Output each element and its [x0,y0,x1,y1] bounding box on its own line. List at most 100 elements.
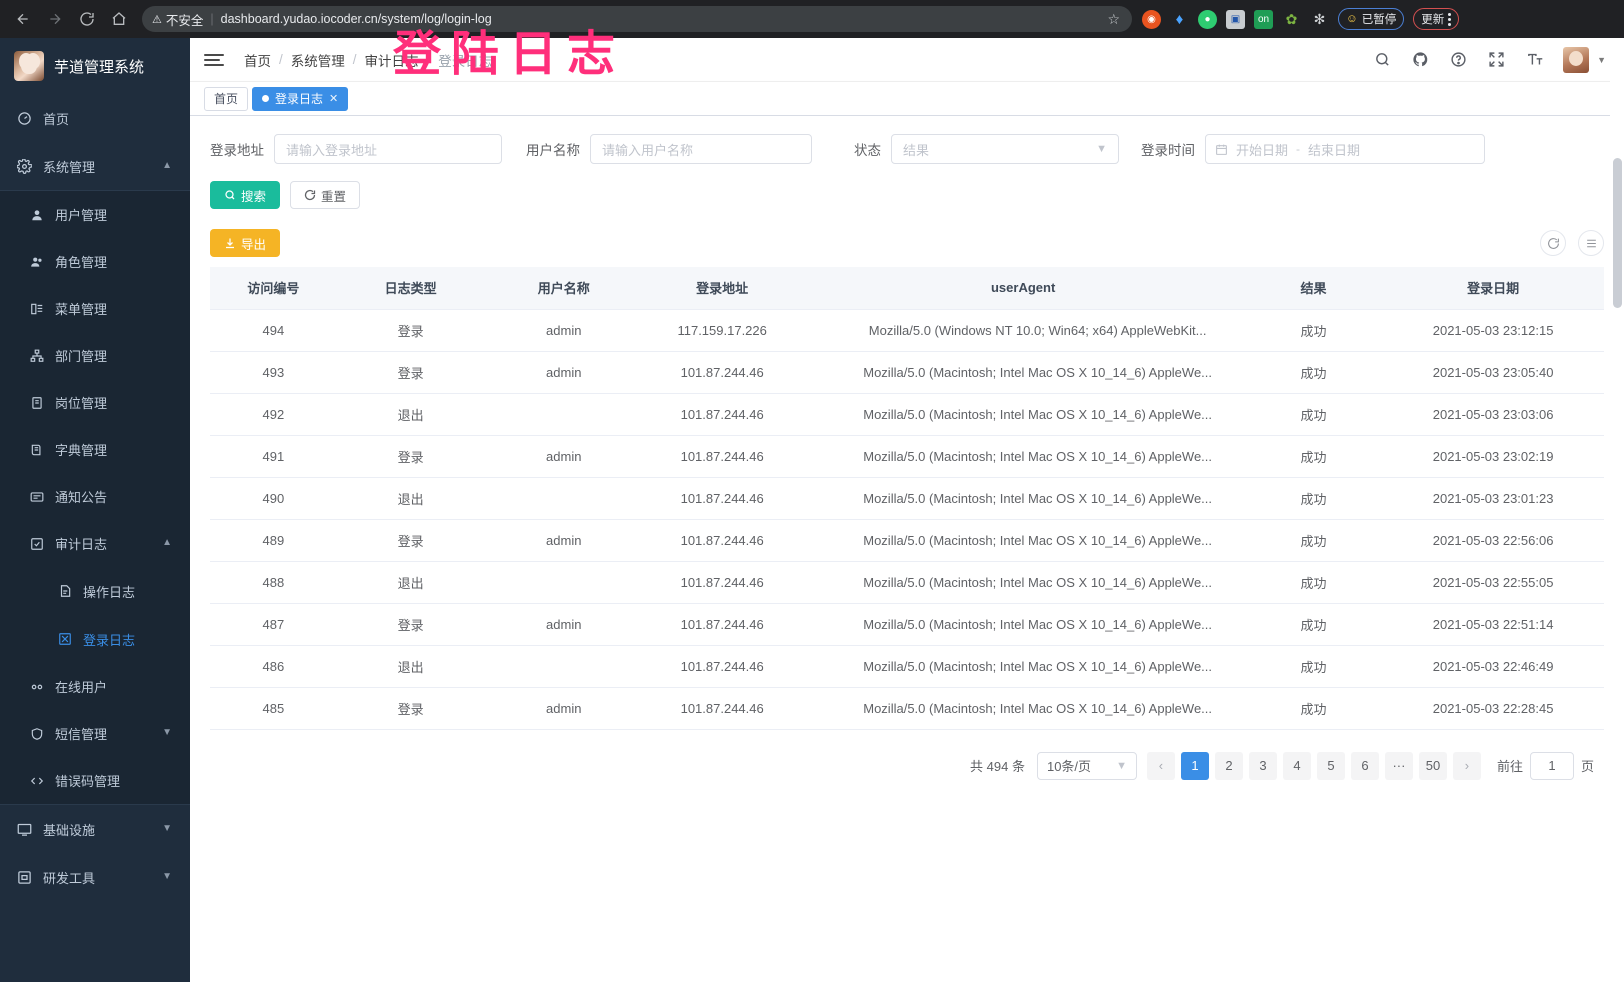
chevron-down-icon[interactable]: ▼ [162,870,172,882]
hamburger-icon[interactable] [204,53,224,66]
search-icon[interactable] [1373,51,1391,69]
log-ip: 117.159.17.226 [642,309,802,352]
pagination-page-3[interactable]: 3 [1248,751,1277,780]
chevron-down-icon[interactable]: ▼ [1597,54,1606,65]
sidebar-item-infra[interactable]: 基础设施 ▼ [0,805,190,853]
column-header-id[interactable]: 访问编号 [210,267,337,310]
chevron-down-icon[interactable]: ▼ [162,727,172,738]
star-icon[interactable]: ☆ [1107,10,1120,27]
green-plant-icon[interactable]: ✿ [1285,10,1298,27]
paused-status-button[interactable]: ☺ 已暂停 [1338,8,1405,30]
column-header-result[interactable]: 结果 [1244,267,1383,310]
pagination-page-5[interactable]: 5 [1316,751,1345,780]
sidebar-item-error-code[interactable]: 错误码管理 [0,757,190,804]
table-row[interactable]: 494 登录 admin 117.159.17.226 Mozilla/5.0 (Win… [210,309,1604,352]
table-row[interactable]: 489 登录 admin 101.87.244.46 Mozilla/5.0 (Maci… [210,519,1604,562]
sidebar-item-user-mgmt[interactable]: 用户管理 [0,191,190,238]
sidebar-item-post-mgmt[interactable]: 岗位管理 [0,379,190,426]
avatar[interactable] [1563,46,1590,73]
export-button[interactable]: 导出 [210,229,281,257]
back-arrow-icon[interactable] [8,4,38,34]
login-time-daterange[interactable]: 开始日期 - 结束日期 [1205,134,1485,164]
column-header-type[interactable]: 日志类型 [336,267,485,310]
diamond-icon[interactable]: ♦ [1175,10,1184,28]
table-row[interactable]: 486 退出 101.87.244.46 Mozilla/5.0 (Macintosh… [210,645,1604,688]
sidebar-item-dict-mgmt[interactable]: 字典管理 [0,426,190,473]
pagination-ellipsis[interactable]: ··· [1384,751,1413,780]
pagination-jump-input[interactable]: 1 [1529,751,1574,780]
sidebar-item-sms-mgmt[interactable]: 短信管理 ▼ [0,710,190,757]
table-row[interactable]: 493 登录 admin 101.87.244.46 Mozilla/5.0 (Maci… [210,351,1604,394]
github-icon[interactable] [1411,51,1429,69]
chevron-down-icon[interactable]: ▼ [162,822,172,834]
tab-home[interactable]: 首页 [204,86,249,111]
home-icon[interactable] [104,4,134,34]
table-row[interactable]: 492 退出 101.87.244.46 Mozilla/5.0 (Macintosh… [210,393,1604,436]
pagination-page-6[interactable]: 6 [1350,751,1379,780]
font-size-icon[interactable] [1525,51,1543,69]
table-row[interactable]: 490 退出 101.87.244.46 Mozilla/5.0 (Macintosh… [210,477,1604,520]
fullscreen-icon[interactable] [1487,51,1505,69]
table-row[interactable]: 491 登录 admin 101.87.244.46 Mozilla/5.0 (Maci… [210,435,1604,478]
table-row[interactable]: 485 登录 admin 101.87.244.46 Mozilla/5.0 (Maci… [210,687,1604,730]
pagination-page-4[interactable]: 4 [1282,751,1311,780]
reload-icon[interactable] [72,4,102,34]
sidebar-item-menu-mgmt[interactable]: 菜单管理 [0,285,190,332]
breadcrumb-item-audit[interactable]: 审计日志 [364,53,419,69]
devtool-icon [16,869,33,886]
bluebook-icon[interactable]: ▣ [1226,9,1245,29]
search-button-label: 搜索 [241,189,267,204]
sidebar-item-dept-mgmt[interactable]: 部门管理 [0,332,190,379]
breadcrumb-item-system[interactable]: 系统管理 [290,53,345,69]
wechat-icon[interactable]: ● [1198,9,1217,29]
column-header-user[interactable]: 用户名称 [484,267,643,310]
pagination-page-2[interactable]: 2 [1214,751,1243,780]
sidebar-item-operation-log[interactable]: 操作日志 [0,567,190,615]
chevron-up-icon[interactable]: ▲ [162,159,172,171]
table-row[interactable]: 488 退出 101.87.244.46 Mozilla/5.0 (Macintosh… [210,561,1604,604]
pagination-page-50[interactable]: 50 [1418,751,1447,780]
help-icon[interactable] [1449,51,1467,69]
address-bar[interactable]: ⚠ 不安全 | dashboard.yudao.iocoder.cn/syste… [142,6,1132,32]
pagination-page-1[interactable]: 1 [1180,751,1209,780]
chevron-up-icon[interactable]: ▲ [162,537,172,548]
breadcrumb-item-home[interactable]: 首页 [244,53,271,69]
ubuntu-icon[interactable]: ◉ [1142,9,1161,29]
column-header-useragent[interactable]: userAgent [801,267,1245,310]
kebab-menu-icon[interactable] [1448,12,1452,26]
table-row[interactable]: 487 登录 admin 101.87.244.46 Mozilla/5.0 (Maci… [210,603,1604,646]
pagination-prev[interactable]: ‹ [1146,751,1175,780]
sidebar-item-role-mgmt[interactable]: 角色管理 [0,238,190,285]
close-icon[interactable]: ✕ [329,93,339,105]
search-button[interactable]: 搜索 [210,181,281,209]
column-header-date[interactable]: 登录日期 [1382,267,1604,310]
on-badge-icon[interactable]: on [1254,9,1273,29]
forward-arrow-icon[interactable] [40,4,70,34]
sidebar-item-notice[interactable]: 通知公告 [0,473,190,520]
field-login-address: 登录地址 请输入登录地址 [210,134,502,164]
username-input[interactable]: 请输入用户名称 [590,134,812,164]
sidebar-item-devtools[interactable]: 研发工具 ▼ [0,853,190,901]
brand[interactable]: 芋道管理系统 [0,38,190,94]
sidebar-item-home[interactable]: 首页 [0,94,190,142]
column-header-ip[interactable]: 登录地址 [642,267,802,310]
scrollbar-thumb[interactable] [1613,158,1622,308]
refresh-icon[interactable] [1540,230,1566,256]
reset-button[interactable]: 重置 [290,181,361,209]
pagination-jump-suffix: 页 [1580,759,1594,774]
puzzle-icon[interactable]: ✻ [1313,10,1326,27]
login-address-input[interactable]: 请输入登录地址 [274,134,502,164]
sidebar-item-login-log[interactable]: 登录日志 [0,615,190,663]
log-type: 登录 [336,435,485,478]
tab-login-log[interactable]: 登录日志 ✕ [252,86,349,111]
sidebar-item-audit-log[interactable]: 审计日志 ▲ [0,520,190,567]
sidebar-item-online-user[interactable]: 在线用户 [0,663,190,710]
column-settings-icon[interactable] [1578,230,1604,256]
update-button[interactable]: 更新 [1413,8,1460,30]
pagination-next[interactable]: › [1452,751,1481,780]
paused-label: 已暂停 [1361,14,1397,26]
page-size-select[interactable]: 10条/页 ▼ [1036,751,1137,780]
status-select[interactable]: 结果 ▼ [891,134,1119,164]
sidebar-item-system[interactable]: 系统管理 ▲ [0,142,190,190]
page-scrollbar[interactable] [1610,38,1624,982]
